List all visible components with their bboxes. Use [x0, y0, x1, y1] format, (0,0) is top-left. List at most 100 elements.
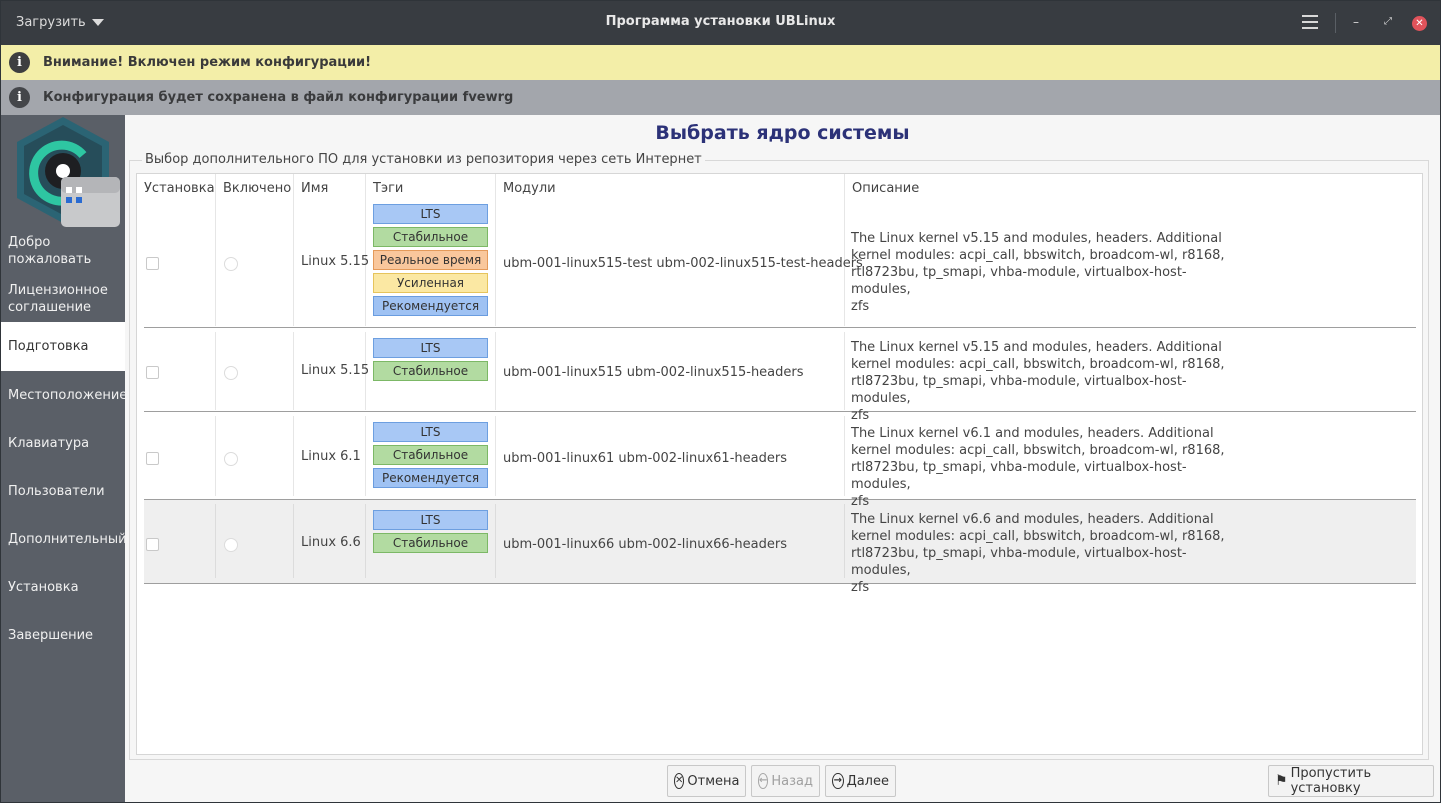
kernel-name: Linux 6.1: [301, 449, 361, 464]
cancel-icon: ✕: [674, 773, 685, 789]
checkered-flag-icon: ⚑: [1275, 773, 1288, 789]
kernel-name: Linux 6.6: [301, 535, 361, 550]
install-checkbox[interactable]: [146, 366, 159, 379]
column-header-description[interactable]: Описание: [852, 181, 920, 196]
sidebar-item-label: Добро пожаловать: [8, 235, 92, 267]
page-title: Выбрать ядро системы: [655, 122, 910, 144]
tag-lts: LTS: [373, 338, 488, 358]
chevron-down-icon: [91, 19, 104, 26]
enabled-radio[interactable]: [224, 452, 238, 466]
window-title: Программа установки UBLinux: [605, 14, 836, 29]
close-icon[interactable]: ✕: [1412, 16, 1427, 31]
maximize-icon[interactable]: ⤢: [1384, 16, 1392, 27]
kernel-table: Установка Включено Имя Тэги Модули Описа…: [136, 173, 1423, 755]
hamburger-menu-icon[interactable]: [1302, 15, 1318, 29]
column-header-modules[interactable]: Модули: [503, 181, 556, 196]
sidebar-item-location[interactable]: Местоположение: [1, 387, 128, 404]
config-file-note: i Конфигурация будет сохранена в файл ко…: [1, 80, 1440, 115]
next-button[interactable]: → Далее: [825, 765, 896, 797]
sidebar-item-keyboard[interactable]: Клавиатура: [1, 435, 125, 452]
column-divider: [365, 416, 366, 496]
tag-stable: Стабильное: [373, 533, 488, 553]
column-divider: [495, 332, 496, 410]
row-divider: [144, 327, 1416, 328]
column-header-enabled[interactable]: Включено: [223, 181, 292, 196]
minimize-icon[interactable]: –: [1353, 15, 1359, 29]
ublinux-logo: [17, 117, 120, 227]
enabled-radio[interactable]: [224, 538, 238, 552]
column-divider: [293, 332, 294, 410]
tag-recommended: Рекомендуется: [373, 468, 488, 488]
config-mode-warning: i Внимание! Включен режим конфигурации!: [1, 45, 1440, 80]
column-divider: [215, 504, 216, 578]
column-divider: [495, 174, 496, 326]
sidebar-item-finish[interactable]: Завершение: [1, 627, 125, 644]
sidebar-item-label: Завершение: [8, 628, 94, 643]
kernel-description: The Linux kernel v5.15 and modules, head…: [851, 340, 1225, 423]
frame-label: Выбор дополнительного ПО для установки и…: [142, 152, 705, 167]
kernel-description: The Linux kernel v6.1 and modules, heade…: [851, 426, 1225, 509]
cancel-label: Отмена: [687, 773, 740, 789]
skip-install-button[interactable]: ⚑ Пропустить установку: [1268, 765, 1434, 797]
kernel-modules: ubm-001-linux61 ubm-002-linux61-headers: [503, 451, 787, 466]
column-divider: [495, 504, 496, 578]
column-header-install[interactable]: Установка: [144, 181, 215, 196]
sidebar-item-install[interactable]: Установка: [1, 579, 125, 596]
arrow-right-icon: →: [832, 773, 844, 789]
column-divider: [365, 332, 366, 410]
sidebar-item-label: Местоположение: [8, 388, 128, 403]
column-divider: [215, 174, 216, 326]
row-divider: [144, 499, 1416, 500]
column-divider: [844, 416, 845, 496]
install-checkbox[interactable]: [146, 452, 159, 465]
kernel-description: The Linux kernel v6.6 and modules, heade…: [851, 512, 1225, 595]
load-menu-label: Загрузить: [16, 15, 86, 30]
install-checkbox[interactable]: [146, 257, 159, 270]
column-header-name[interactable]: Имя: [301, 181, 329, 196]
main-panel: Выбрать ядро системы Выбор дополнительно…: [125, 115, 1440, 802]
tag-recommended: Рекомендуется: [373, 296, 488, 316]
column-divider: [365, 504, 366, 578]
column-divider: [293, 416, 294, 496]
install-checkbox[interactable]: [146, 538, 159, 551]
enabled-radio[interactable]: [224, 366, 238, 380]
back-label: Назад: [771, 773, 813, 789]
sidebar-item-label: Клавиатура: [8, 436, 90, 451]
titlebar-separator: [1335, 13, 1336, 33]
cancel-button[interactable]: ✕ Отмена: [667, 765, 746, 797]
tag-realtime: Реальное время: [373, 250, 488, 270]
column-divider: [844, 504, 845, 578]
back-button[interactable]: ← Назад: [751, 765, 820, 797]
column-divider: [844, 332, 845, 410]
row-highlight: [144, 500, 1416, 584]
sidebar-item-label: Пользователи: [8, 484, 105, 499]
kernel-description: The Linux kernel v5.15 and modules, head…: [851, 231, 1225, 314]
sidebar-item-welcome[interactable]: Добро пожаловать: [1, 234, 125, 268]
sidebar-item-label: Дополнительный: [8, 532, 127, 547]
note-text: Конфигурация будет сохранена в файл конф…: [43, 90, 514, 105]
sidebar-item-label: Лицензионное соглашение: [8, 283, 108, 315]
column-divider: [215, 416, 216, 496]
sidebar-item-preparation[interactable]: Подготовка: [1, 322, 125, 371]
column-divider: [293, 174, 294, 326]
load-menu-button[interactable]: Загрузить: [16, 15, 104, 30]
column-divider: [495, 416, 496, 496]
next-label: Далее: [846, 773, 889, 789]
tag-lts: LTS: [373, 204, 488, 224]
sidebar-item-users[interactable]: Пользователи: [1, 483, 125, 500]
sidebar-item-label: Установка: [8, 580, 79, 595]
enabled-radio[interactable]: [224, 257, 238, 271]
kernel-modules: ubm-001-linux515-test ubm-002-linux515-t…: [503, 256, 863, 271]
kernel-modules: ubm-001-linux66 ubm-002-linux66-headers: [503, 537, 787, 552]
column-divider: [365, 174, 366, 326]
sidebar-item-additional[interactable]: Дополнительный: [1, 531, 127, 548]
kernel-name: Linux 5.15: [301, 363, 370, 378]
column-header-tags[interactable]: Тэги: [373, 181, 404, 196]
kernel-modules: ubm-001-linux515 ubm-002-linux515-header…: [503, 365, 804, 380]
sidebar-item-license[interactable]: Лицензионное соглашение: [1, 282, 125, 316]
tag-lts: LTS: [373, 510, 488, 530]
tag-hardened: Усиленная защита: [373, 273, 488, 309]
info-icon: i: [9, 52, 30, 73]
tag-lts: LTS: [373, 422, 488, 442]
sidebar-item-label: Подготовка: [8, 339, 89, 354]
